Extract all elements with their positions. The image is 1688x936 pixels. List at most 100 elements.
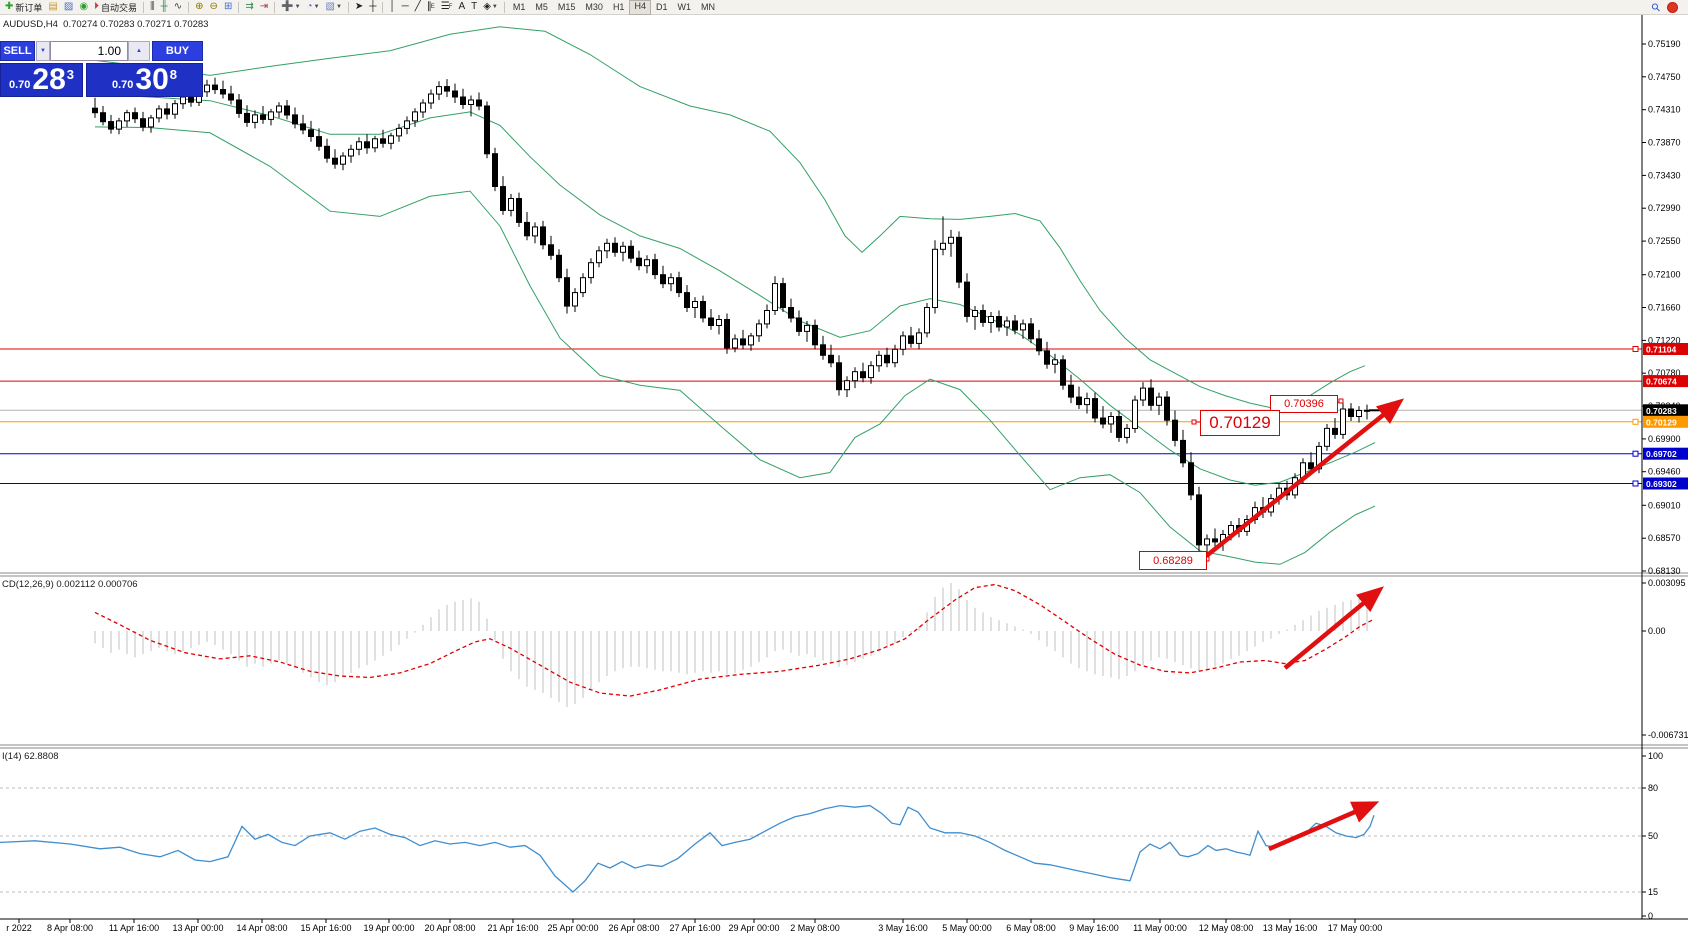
timeframe-m15-button[interactable]: M15 bbox=[557, 1, 576, 12]
candlestick-chart-button[interactable]: ╫ bbox=[159, 1, 170, 14]
svg-text:0.69702: 0.69702 bbox=[1646, 449, 1677, 459]
timeframe-h4-button[interactable]: H4 bbox=[629, 0, 651, 15]
tile-windows-button[interactable]: ⊞ bbox=[222, 1, 234, 14]
chevron-down-icon[interactable]: ▼ bbox=[335, 4, 342, 10]
svg-text:19 Apr 00:00: 19 Apr 00:00 bbox=[363, 923, 414, 933]
vertical-line-button[interactable]: │ bbox=[387, 1, 397, 14]
signals-button[interactable]: ◉ bbox=[77, 1, 90, 14]
sell-button[interactable]: SELL bbox=[0, 41, 35, 61]
price-annotation-low[interactable]: 0.68289 bbox=[1139, 551, 1207, 570]
shapes-button[interactable]: ◈ ▼ bbox=[481, 1, 500, 14]
timeframe-d1-button[interactable]: D1 bbox=[655, 1, 668, 12]
svg-text:27 Apr 16:00: 27 Apr 16:00 bbox=[669, 923, 720, 933]
sell-price-prefix: 0.70 bbox=[8, 79, 31, 91]
price-annotation-high[interactable]: 0.70396 bbox=[1270, 395, 1338, 413]
svg-text:0.69010: 0.69010 bbox=[1648, 500, 1681, 510]
new-order-button[interactable]: ✚ 新订单 bbox=[3, 1, 44, 14]
toolbar-separator bbox=[382, 1, 384, 13]
templates-icon: ▧ bbox=[325, 1, 335, 12]
svg-text:17 May 00:00: 17 May 00:00 bbox=[1328, 923, 1383, 933]
text-icon: A bbox=[458, 1, 466, 12]
cursor-button[interactable]: ➤ bbox=[353, 1, 365, 14]
toolbar-separator bbox=[503, 1, 505, 13]
auto-scroll-button[interactable]: ⇉ bbox=[243, 1, 255, 14]
zoom-in-button[interactable]: ⊕ bbox=[193, 1, 205, 14]
indicators-icon: ➕ bbox=[281, 1, 294, 12]
vertical-line-icon: │ bbox=[389, 1, 396, 12]
fibonacci-button[interactable]: ☰ F bbox=[439, 1, 455, 14]
chevron-down-icon[interactable]: ▼ bbox=[313, 4, 320, 10]
horizontal-line-icon: ─ bbox=[401, 1, 409, 12]
new-order-button-label: 新订单 bbox=[15, 2, 43, 13]
svg-text:r 2022: r 2022 bbox=[6, 923, 32, 933]
chevron-down-icon[interactable]: ▼ bbox=[294, 4, 301, 10]
svg-text:0.69302: 0.69302 bbox=[1646, 479, 1677, 489]
timeframe-mn-button[interactable]: MN bbox=[700, 1, 715, 12]
cursor-icon: ➤ bbox=[354, 1, 364, 12]
svg-text:26 Apr 08:00: 26 Apr 08:00 bbox=[608, 923, 659, 933]
svg-text:11 May 00:00: 11 May 00:00 bbox=[1133, 923, 1187, 933]
line-chart-button[interactable]: ∿ bbox=[172, 1, 184, 14]
svg-text:0.74750: 0.74750 bbox=[1648, 72, 1681, 82]
sell-price-display[interactable]: 0.70 28 3 bbox=[0, 63, 83, 97]
sell-price-pip: 3 bbox=[66, 67, 75, 82]
chevron-down-icon[interactable]: ▼ bbox=[491, 4, 498, 10]
timeframe-m5-button[interactable]: M5 bbox=[535, 1, 548, 12]
tile-windows-icon: ⊞ bbox=[223, 1, 233, 12]
one-click-trading-panel: SELL ▼ 1.00 ▲ BUY 0.70 28 3 0.70 30 8 bbox=[0, 38, 203, 97]
notification-icon[interactable] bbox=[1667, 1, 1678, 13]
equidistant-channel-button[interactable]: ∥ E bbox=[425, 1, 437, 14]
svg-text:50: 50 bbox=[1648, 831, 1658, 841]
bar-chart-button[interactable]: ⫼ bbox=[148, 1, 157, 14]
svg-text:13 May 16:00: 13 May 16:00 bbox=[1263, 923, 1318, 933]
periods-button[interactable]: ◔ ▼ bbox=[305, 1, 322, 14]
svg-text:2 May 08:00: 2 May 08:00 bbox=[790, 923, 840, 933]
autotrading-button[interactable]: ⏵ 自动交易 bbox=[92, 1, 139, 14]
text-label-button[interactable]: T bbox=[469, 1, 479, 14]
price-annotation-mid[interactable]: 0.70129 bbox=[1200, 410, 1280, 436]
toolbar-separator bbox=[274, 1, 276, 13]
crosshair-button[interactable]: ┼ bbox=[367, 1, 378, 14]
text-button[interactable]: A bbox=[456, 1, 467, 14]
svg-text:0.71104: 0.71104 bbox=[1646, 345, 1677, 355]
svg-text:21 Apr 16:00: 21 Apr 16:00 bbox=[487, 923, 538, 933]
zoom-out-button[interactable]: ⊖ bbox=[208, 1, 220, 14]
svg-text:100: 100 bbox=[1648, 751, 1663, 761]
volume-input[interactable]: 1.00 bbox=[50, 41, 128, 61]
search-icon[interactable]: ⚲ bbox=[1649, 0, 1664, 15]
signals-icon: ◉ bbox=[79, 1, 89, 12]
zoom-in-icon: ⊕ bbox=[195, 1, 204, 12]
chart-window-button[interactable]: ▨ bbox=[62, 1, 75, 14]
svg-text:20 Apr 08:00: 20 Apr 08:00 bbox=[424, 923, 475, 933]
svg-text:80: 80 bbox=[1648, 783, 1658, 793]
svg-text:0.69460: 0.69460 bbox=[1648, 467, 1681, 477]
text-label-icon: T bbox=[471, 1, 478, 12]
svg-text:0.70674: 0.70674 bbox=[1646, 377, 1677, 387]
volume-decrease-button[interactable]: ▼ bbox=[36, 41, 50, 61]
buy-button[interactable]: BUY bbox=[152, 41, 203, 61]
market-watch-button[interactable]: ▤ bbox=[46, 1, 59, 14]
chart-shift-button[interactable]: ⇥ bbox=[258, 1, 270, 14]
icon-subscript: E bbox=[430, 4, 435, 10]
trendline-icon: ╱ bbox=[414, 1, 421, 12]
timeframe-m1-button[interactable]: M1 bbox=[512, 1, 526, 12]
indicators-button[interactable]: ➕ ▼ bbox=[279, 1, 302, 14]
timeframe-w1-button[interactable]: W1 bbox=[677, 1, 691, 12]
horizontal-line-button[interactable]: ─ bbox=[400, 1, 411, 14]
volume-increase-button[interactable]: ▲ bbox=[128, 41, 150, 61]
trendline-button[interactable]: ╱ bbox=[413, 1, 423, 14]
timeframe-m30-button[interactable]: M30 bbox=[585, 1, 603, 12]
svg-text:13 Apr 00:00: 13 Apr 00:00 bbox=[172, 923, 223, 933]
new-order-icon: ✚ bbox=[5, 1, 14, 12]
timeframe-h1-button[interactable]: H1 bbox=[612, 1, 625, 12]
svg-text:6 May 08:00: 6 May 08:00 bbox=[1006, 923, 1056, 933]
templates-button[interactable]: ▧ ▼ bbox=[324, 1, 344, 14]
svg-text:0.73870: 0.73870 bbox=[1648, 138, 1681, 148]
chart-window-icon: ▨ bbox=[63, 1, 74, 12]
svg-text:15 Apr 16:00: 15 Apr 16:00 bbox=[300, 923, 351, 933]
svg-text:0.71660: 0.71660 bbox=[1648, 303, 1681, 313]
equidistant-channel-icon: ∥ bbox=[426, 1, 432, 12]
svg-text:0: 0 bbox=[1648, 911, 1653, 921]
buy-price-display[interactable]: 0.70 30 8 bbox=[86, 63, 203, 97]
